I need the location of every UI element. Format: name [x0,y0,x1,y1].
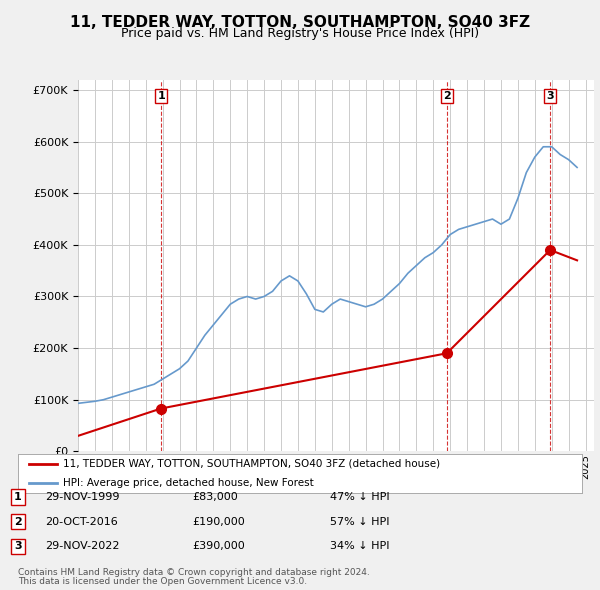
Text: 29-NOV-1999: 29-NOV-1999 [45,492,119,502]
Text: HPI: Average price, detached house, New Forest: HPI: Average price, detached house, New … [63,478,314,488]
Text: 3: 3 [14,542,22,551]
Text: 3: 3 [547,91,554,101]
Text: 34% ↓ HPI: 34% ↓ HPI [330,542,389,551]
Text: Contains HM Land Registry data © Crown copyright and database right 2024.: Contains HM Land Registry data © Crown c… [18,568,370,577]
Text: 57% ↓ HPI: 57% ↓ HPI [330,517,389,526]
Text: 47% ↓ HPI: 47% ↓ HPI [330,492,389,502]
Text: 2: 2 [443,91,451,101]
Text: Price paid vs. HM Land Registry's House Price Index (HPI): Price paid vs. HM Land Registry's House … [121,27,479,40]
Text: £83,000: £83,000 [192,492,238,502]
Text: 11, TEDDER WAY, TOTTON, SOUTHAMPTON, SO40 3FZ (detached house): 11, TEDDER WAY, TOTTON, SOUTHAMPTON, SO4… [63,459,440,469]
Text: This data is licensed under the Open Government Licence v3.0.: This data is licensed under the Open Gov… [18,577,307,586]
Text: 29-NOV-2022: 29-NOV-2022 [45,542,119,551]
Text: 1: 1 [157,91,165,101]
Text: 2: 2 [14,517,22,526]
Text: 20-OCT-2016: 20-OCT-2016 [45,517,118,526]
Text: £190,000: £190,000 [192,517,245,526]
Text: £390,000: £390,000 [192,542,245,551]
Text: 11, TEDDER WAY, TOTTON, SOUTHAMPTON, SO40 3FZ: 11, TEDDER WAY, TOTTON, SOUTHAMPTON, SO4… [70,15,530,30]
Text: 1: 1 [14,492,22,502]
